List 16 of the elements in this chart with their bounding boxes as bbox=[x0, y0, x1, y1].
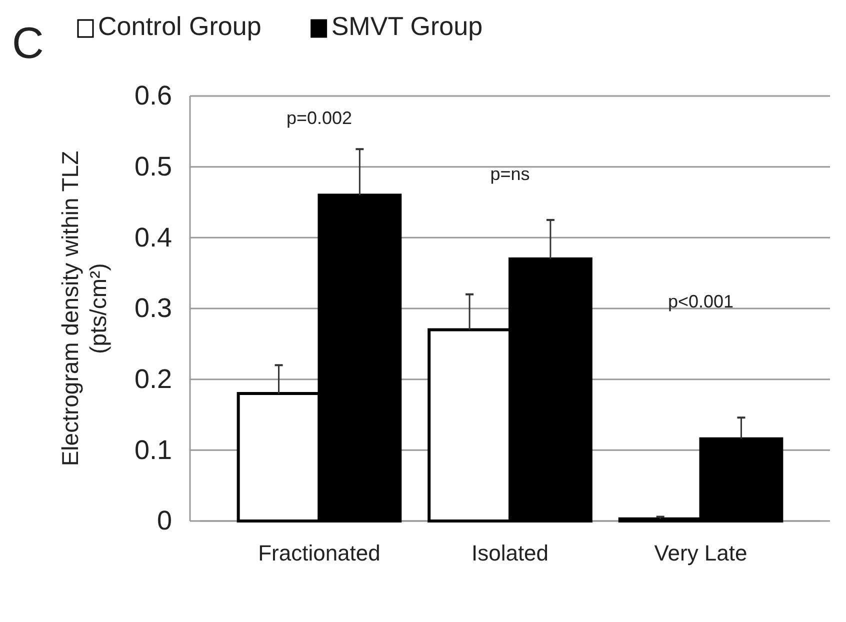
y-tick-label: 0.3 bbox=[134, 293, 172, 324]
y-tick-label: 0.4 bbox=[134, 222, 172, 252]
annotation: p=ns bbox=[490, 164, 530, 184]
annotation: p<0.001 bbox=[668, 292, 734, 312]
legend-label: SMVT Group bbox=[331, 11, 483, 41]
y-tick-label: 0.6 bbox=[134, 80, 172, 111]
y-tick-label: 0.1 bbox=[134, 434, 172, 465]
y-tick-label: 0.2 bbox=[134, 364, 172, 394]
y-tick-label: 0.5 bbox=[134, 151, 172, 182]
x-tick-label: Isolated bbox=[471, 540, 549, 566]
chart-title: C bbox=[12, 19, 44, 68]
legend-label: Control Group bbox=[98, 11, 262, 41]
annotation: p=0.002 bbox=[286, 108, 352, 128]
x-tick-label: Very Late bbox=[654, 540, 748, 566]
x-tick-label: Fractionated bbox=[258, 540, 380, 566]
y-tick-label: 0 bbox=[156, 506, 172, 536]
